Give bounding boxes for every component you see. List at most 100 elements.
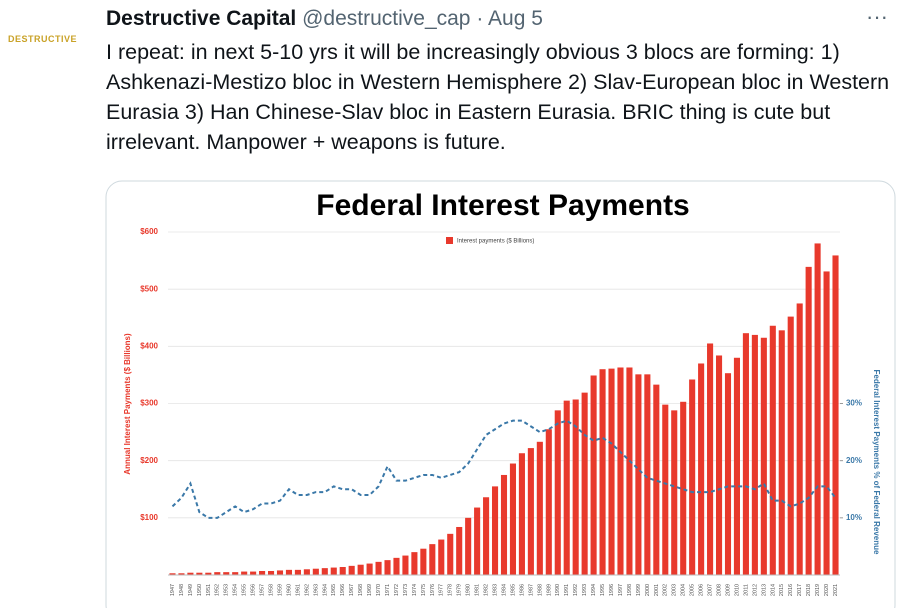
y-tick-label: $300: [140, 399, 158, 408]
y2-axis-label: Federal Interest Payments % of Federal R…: [872, 370, 881, 556]
x-tick-label: 1975: [421, 584, 427, 596]
author-handle[interactable]: @destructive_cap: [302, 7, 471, 30]
tweet-text: I repeat: in next 5-10 yrs it will be in…: [106, 40, 890, 154]
bar: [483, 497, 490, 575]
bar: [635, 374, 642, 575]
x-tick-label: 1997: [618, 584, 624, 596]
bar: [447, 533, 454, 575]
line: [171, 419, 837, 519]
bar: [536, 441, 543, 575]
bar: [205, 572, 212, 575]
y-tick-label: $200: [140, 456, 158, 465]
x-tick-label: 1969: [367, 584, 373, 596]
bar: [402, 555, 409, 575]
bar: [474, 507, 481, 575]
y2-tick-label: 20%: [846, 456, 862, 465]
bar: [563, 400, 570, 575]
bar: [500, 474, 508, 575]
bar: [527, 448, 534, 575]
bar: [187, 572, 194, 575]
x-tick-label: 1963: [313, 584, 319, 596]
author-name[interactable]: Destructive Capital: [106, 7, 297, 30]
x-tick-label: 2006: [699, 584, 705, 596]
x-tick-label: 1959: [277, 584, 283, 596]
separator: ·: [476, 7, 484, 30]
bar: [276, 570, 284, 575]
bar: [644, 374, 651, 575]
x-tick-label: 1973: [403, 584, 409, 596]
x-tick-label: 1994: [591, 584, 597, 596]
bar: [366, 563, 373, 575]
more-button[interactable]: ···: [866, 4, 888, 29]
x-tick-label: 1981: [475, 584, 481, 596]
x-tick-label: 2007: [708, 584, 714, 596]
bar: [330, 567, 337, 575]
bar: [285, 569, 293, 575]
bar: [626, 367, 633, 575]
bar: [393, 557, 400, 575]
bar: [689, 379, 696, 575]
x-tick-label: 1996: [609, 584, 615, 596]
bar: [724, 373, 732, 575]
bar: [294, 569, 301, 575]
y-tick-label: $100: [140, 513, 158, 522]
legend-swatch: [446, 237, 453, 244]
x-tick-label: 1992: [573, 584, 579, 596]
x-tick-label: 1989: [546, 584, 552, 596]
x-tick-label: 1964: [322, 584, 328, 596]
x-tick-label: 1968: [358, 584, 364, 596]
x-tick-label: 1962: [304, 584, 310, 596]
x-tick-label: 2012: [752, 584, 758, 596]
x-tick-label: 1970: [376, 584, 382, 596]
x-tick-label: 1978: [448, 584, 454, 596]
x-tick-label: 1979: [457, 584, 463, 596]
x-tick-label: 2018: [806, 584, 812, 596]
y-tick-label: $500: [140, 284, 158, 293]
x-tick-label: 1965: [331, 584, 337, 596]
card-frame: [105, 180, 896, 608]
tweet-date[interactable]: Aug 5: [488, 7, 543, 30]
x-tick-label: 1971: [385, 584, 391, 596]
bar: [303, 569, 310, 575]
y-tick-label: $400: [140, 341, 158, 350]
x-tick-label: 1976: [430, 584, 436, 596]
bar: [250, 571, 257, 575]
y-axis-label: Annual Interest Payments ($ Billions): [123, 333, 132, 475]
tweet-header: Destructive Capital @destructive_cap · A…: [106, 7, 543, 31]
bar: [590, 375, 597, 575]
x-tick-label: 1999: [636, 584, 642, 596]
bar: [384, 560, 391, 575]
bar: [420, 548, 427, 575]
bar: [715, 355, 723, 575]
bar: [375, 561, 382, 575]
x-tick-label: 2005: [690, 584, 696, 596]
x-tick-label: 2015: [779, 584, 785, 596]
x-tick-label: 1957: [260, 584, 266, 596]
x-tick-label: 2019: [815, 584, 821, 596]
bar: [411, 552, 418, 575]
x-tick-label: 1980: [466, 584, 472, 596]
x-tick-label: 2020: [824, 584, 830, 596]
x-tick-label: 2017: [797, 584, 803, 596]
chart-title: Federal Interest Payments: [316, 189, 690, 222]
bar: [787, 316, 794, 575]
y2-tick-label: 30%: [846, 399, 862, 408]
x-tick-label: 1954: [233, 584, 239, 596]
x-tick-label: 1972: [394, 584, 400, 596]
avatar[interactable]: DESTRUCTIVE: [8, 34, 78, 44]
bar: [823, 271, 830, 575]
x-tick-label: 1987: [528, 584, 534, 596]
x-tick-label: 2008: [716, 584, 722, 596]
bar: [509, 463, 517, 575]
x-tick-label: 1995: [600, 584, 606, 596]
bar: [698, 363, 705, 575]
bar: [832, 255, 839, 575]
x-tick-label: 2021: [833, 584, 839, 596]
bar: [438, 539, 445, 575]
x-tick-label: 2014: [770, 584, 776, 596]
bar: [662, 404, 669, 575]
x-tick-label: 2001: [654, 584, 660, 596]
x-tick-label: 1974: [412, 584, 418, 596]
